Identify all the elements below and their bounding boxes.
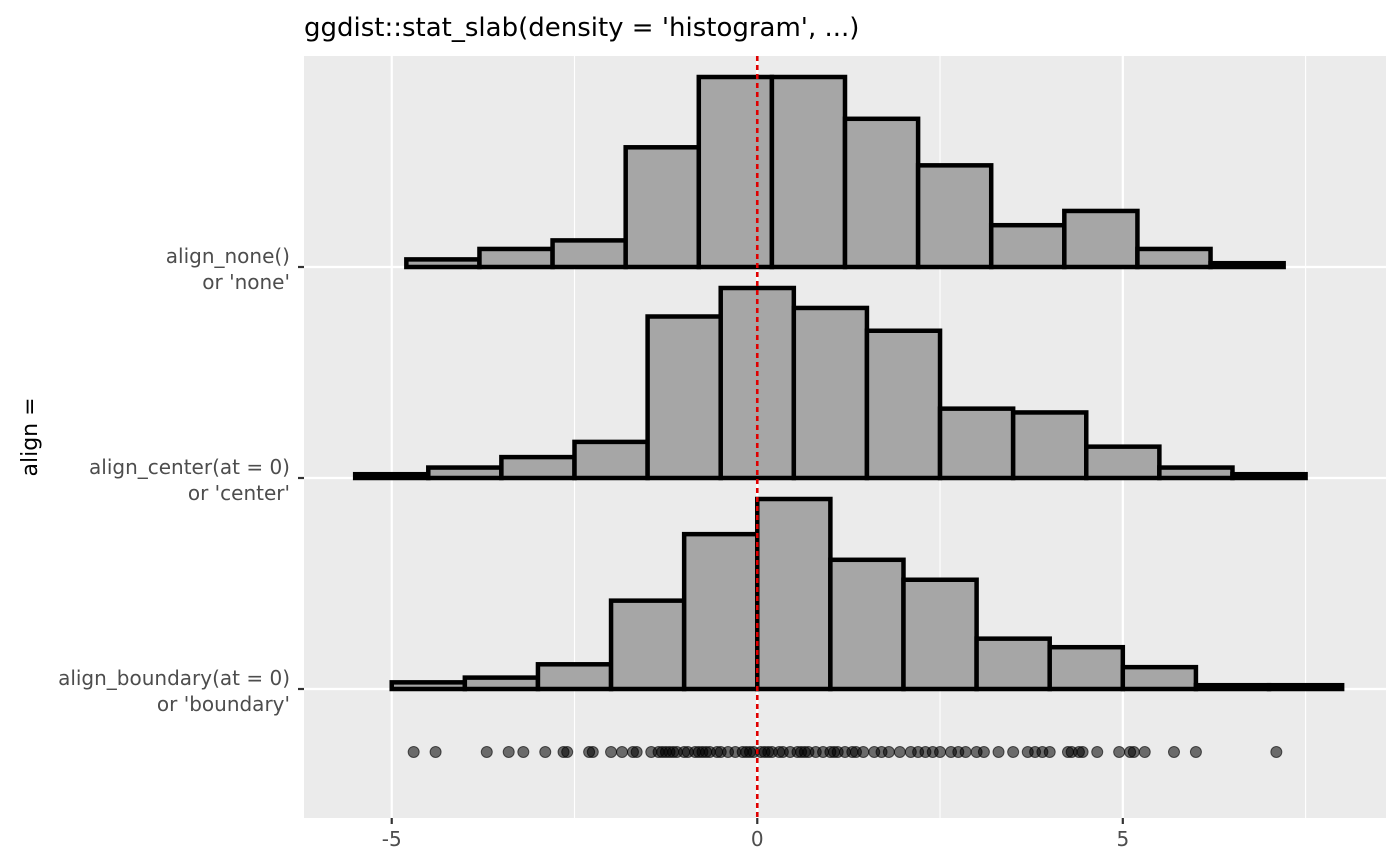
histogram-bar [1135,246,1213,270]
data-point [857,746,870,758]
histogram-bar [352,471,431,481]
y-axis-title: align = [18,397,43,476]
y-tick-label-line1: align_none() [166,244,290,268]
histogram-bar [1266,682,1345,692]
data-point [1127,746,1140,758]
y-tick-label-line2: or 'center' [188,481,290,505]
histogram-bar [623,145,702,270]
histogram-bar [901,577,979,692]
data-point [882,746,895,758]
histogram-bar [477,246,555,270]
axes: -5 0 5 align_none()or 'none' align_center(at… [58,244,1129,851]
data-point [1043,746,1056,758]
histogram-bar [696,74,775,270]
histogram-bar [1120,664,1199,692]
histogram-bar [974,636,1052,692]
histogram-bar [842,116,921,270]
data-point [605,746,618,758]
histogram-bar [1010,410,1089,481]
data-point [992,746,1005,758]
histogram-bar [608,598,687,692]
histogram-bar [1230,471,1308,481]
data-point [977,746,990,758]
slab-row-1 [404,74,1286,270]
histogram-bar [864,328,943,481]
data-point [429,746,442,758]
data-point [1007,746,1020,758]
data-point [893,746,906,758]
histogram-bar [755,496,833,692]
data-point [1167,746,1180,758]
histogram-bar [535,662,614,692]
data-point [616,746,629,758]
histogram-bar [499,454,577,481]
data-point [1113,746,1126,758]
data-point [1189,746,1202,758]
histogram-bar [404,257,482,270]
histogram-bar [645,314,723,481]
y-tick-label-line2: or 'none' [202,270,290,294]
histogram-bar [681,531,760,692]
histogram-slabs [352,74,1345,692]
data-point [934,746,947,758]
y-tick-label-line1: align_center(at = 0) [89,455,290,479]
histogram-bar [1193,682,1272,692]
chart-title: ggdist::stat_slab(density = 'histogram',… [304,13,859,43]
data-point [1091,746,1104,758]
data-point [1270,746,1283,758]
histogram-bar [462,675,541,692]
y-tick-label-line2: or 'boundary' [157,692,290,716]
data-point [561,746,574,758]
x-tick-label: 0 [751,827,764,851]
histogram-bar [791,305,870,481]
data-point [502,746,515,758]
data-point [586,746,599,758]
x-tick-label: -5 [382,827,402,851]
data-point [480,746,493,758]
histogram-bar [426,465,504,481]
data-point [539,746,552,758]
data-point [1076,746,1089,758]
histogram-bar [1157,465,1235,481]
histogram-bar [550,238,628,270]
histogram-bar [769,74,848,270]
data-point [630,746,643,758]
histogram-bar [1062,208,1140,270]
histogram-bar [1084,444,1162,481]
slab-row-3 [389,496,1345,692]
histogram-bar [1208,260,1286,270]
y-tick-label-line1: align_boundary(at = 0) [58,666,290,690]
data-point [517,746,530,758]
data-point [1138,746,1151,758]
x-tick-label: 5 [1116,827,1129,851]
histogram-bar [1047,644,1126,692]
data-point [959,746,972,758]
histogram-bar [937,406,1016,481]
histogram-bar [828,557,906,692]
histogram-bar [988,222,1067,270]
histogram-bar [915,163,994,270]
data-point [407,746,420,758]
histogram-bar [572,439,650,481]
histogram-bar [389,680,468,692]
